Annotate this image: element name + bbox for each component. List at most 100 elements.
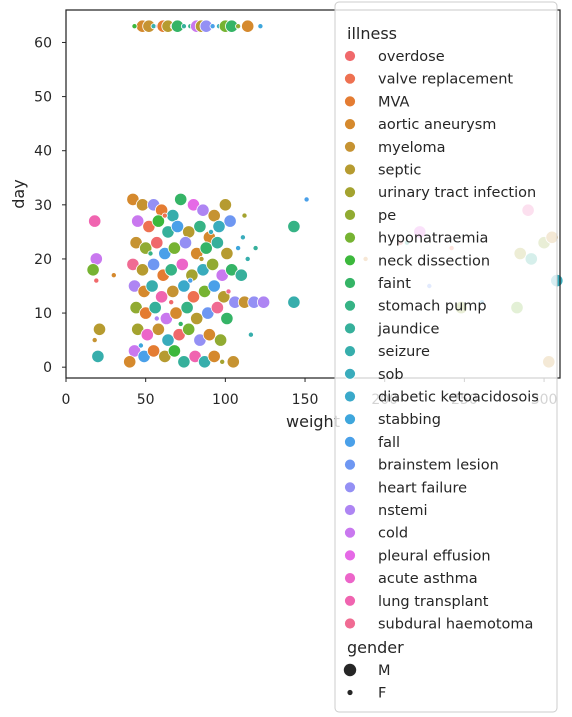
legend-marker: [344, 95, 356, 108]
legend-marker: [344, 413, 356, 426]
data-point: [147, 344, 161, 358]
data-point: [161, 212, 168, 219]
legend-size-entries: MF: [343, 663, 391, 702]
data-point: [207, 209, 221, 223]
data-point: [89, 252, 103, 266]
data-point: [252, 245, 259, 252]
data-point: [86, 263, 100, 277]
data-point: [190, 311, 204, 326]
data-point: [223, 214, 237, 228]
data-point: [177, 279, 191, 293]
legend-label: sob: [378, 367, 404, 383]
legend-label: subdural haemotoma: [378, 617, 533, 633]
y-tick-label: 50: [34, 90, 52, 106]
data-point: [135, 198, 150, 212]
data-point: [167, 241, 181, 255]
data-point: [256, 295, 271, 309]
data-point: [135, 263, 150, 277]
y-tick-label: 60: [34, 35, 52, 51]
data-point: [93, 277, 100, 284]
legend-size-title: gender: [347, 638, 404, 657]
legend-label: diabetic ketoacidosois: [378, 390, 539, 406]
points-layer: [86, 19, 564, 369]
legend-hue-title: illness: [347, 24, 397, 43]
data-point: [91, 349, 105, 363]
legend-label: heart failure: [378, 480, 467, 496]
legend-label: aortic aneurysm: [378, 117, 496, 133]
legend-label: seizure: [378, 344, 430, 360]
data-point: [287, 295, 301, 309]
data-point: [150, 236, 164, 250]
data-point: [244, 255, 251, 262]
data-point: [161, 333, 175, 347]
legend-label: neck dissection: [378, 253, 490, 269]
data-point: [169, 306, 183, 320]
legend-marker: [344, 504, 356, 516]
legend-hue-entries: overdose valve replacement MVA aortic aneur…: [344, 49, 539, 633]
data-point: [193, 219, 207, 234]
data-point: [186, 290, 201, 304]
data-point: [210, 236, 224, 250]
legend-label: stomach pump: [378, 299, 487, 315]
data-point: [178, 236, 193, 250]
legend-label: septic: [378, 163, 421, 179]
data-point: [219, 358, 226, 365]
x-tick-label: 150: [292, 392, 319, 408]
data-point: [220, 246, 234, 261]
x-tick-label: 0: [62, 392, 71, 408]
data-point: [247, 331, 254, 338]
data-point: [137, 342, 144, 349]
data-point: [235, 23, 242, 30]
data-point: [257, 23, 264, 30]
legend-marker: [344, 163, 356, 176]
data-point: [210, 300, 224, 315]
data-point: [235, 245, 242, 252]
data-point: [164, 263, 178, 277]
data-point: [92, 322, 107, 336]
data-point: [180, 23, 187, 30]
legend-marker: [344, 549, 356, 562]
data-point: [206, 257, 220, 271]
x-tick-label: 100: [212, 392, 239, 408]
legend-size-marker: [343, 663, 357, 677]
data-point: [182, 322, 196, 336]
legend-marker: [344, 481, 356, 494]
legend-label: cold: [378, 526, 408, 542]
legend-label: pleural effusion: [378, 548, 491, 564]
data-point: [212, 219, 226, 234]
legend-marker: [344, 277, 356, 289]
x-axis-label: weight: [286, 412, 340, 431]
legend-marker: [344, 435, 356, 448]
legend-marker: [344, 594, 356, 607]
data-point: [110, 272, 117, 279]
legend-label: MVA: [378, 94, 410, 110]
legend-size-marker: [347, 689, 353, 696]
legend-marker: [344, 345, 356, 358]
legend-marker: [344, 322, 356, 335]
data-point: [187, 277, 194, 284]
data-point: [287, 219, 301, 234]
legend-marker: [344, 299, 356, 312]
data-point: [303, 196, 310, 203]
legend-label: hyponatraemia: [378, 231, 488, 247]
legend-label: jaundice: [377, 321, 439, 337]
axes-frame: [65, 9, 561, 379]
legend-label: brainstem lesion: [378, 458, 499, 474]
data-point: [147, 257, 161, 271]
legend-label: overdose: [378, 49, 445, 65]
data-point: [239, 234, 246, 241]
data-point: [145, 279, 159, 293]
data-point: [241, 212, 248, 219]
data-point: [214, 333, 228, 347]
legend-marker: [344, 367, 356, 380]
data-point: [207, 228, 214, 235]
y-tick-label: 30: [34, 198, 52, 214]
y-tick-labels: 0 10 20 30 40 50 60: [34, 35, 66, 376]
legend-marker: [344, 118, 356, 130]
legend-marker: [344, 254, 356, 267]
y-tick-label: 10: [34, 306, 52, 322]
data-point: [198, 255, 205, 262]
legend-marker: [344, 526, 356, 539]
data-point: [177, 355, 191, 369]
